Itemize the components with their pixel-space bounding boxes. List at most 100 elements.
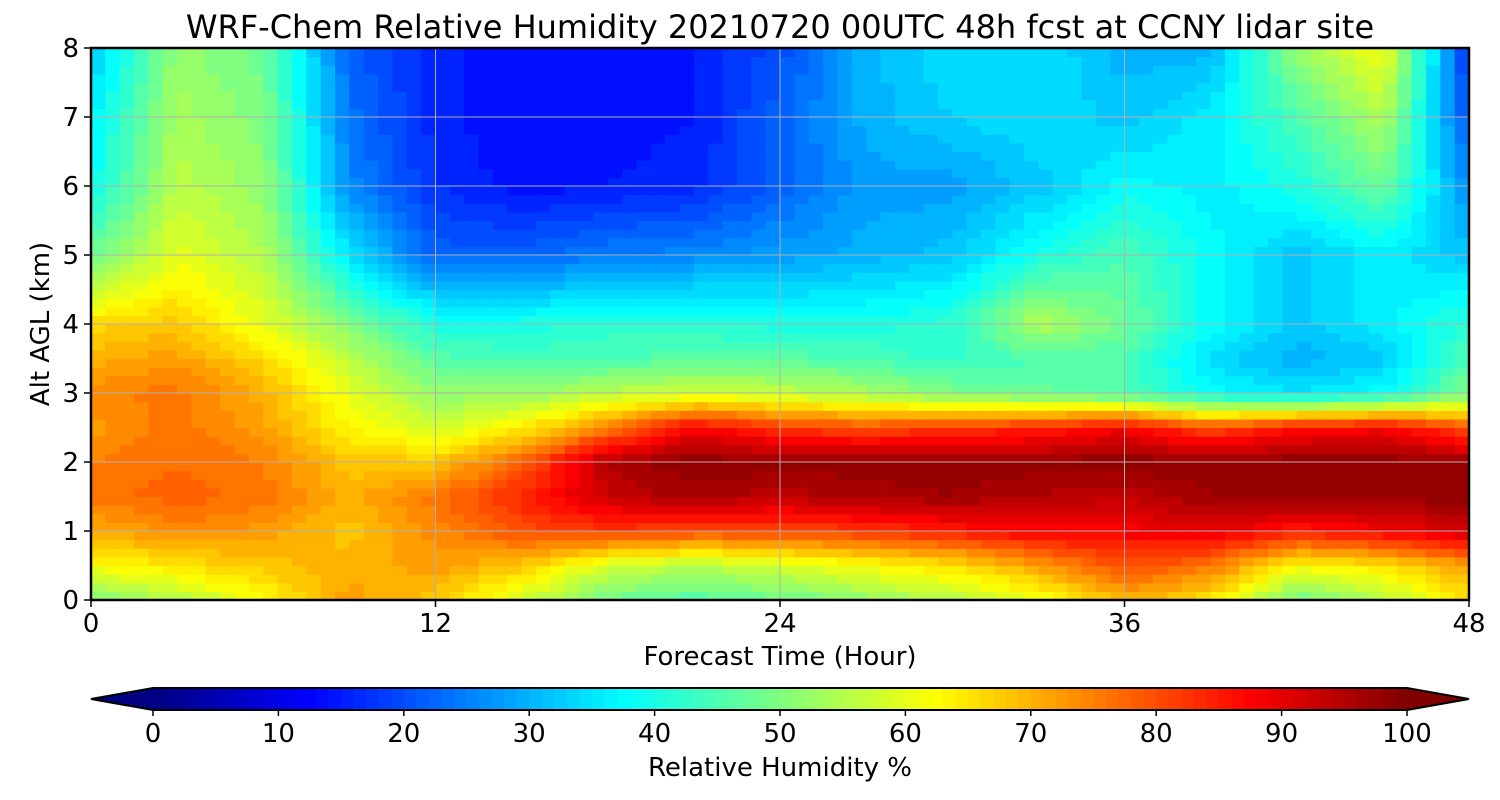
heatmap-cell [751,522,767,532]
heatmap-cell [1095,565,1111,575]
heatmap-cell [650,513,666,523]
heatmap-cell [492,548,508,558]
heatmap-cell [1181,496,1197,506]
heatmap-cell [1153,384,1169,394]
heatmap-cell [1397,539,1413,549]
heatmap-cell [1239,186,1255,196]
heatmap-cell [248,393,264,403]
heatmap-cell [521,229,537,239]
heatmap-cell [1425,324,1441,334]
heatmap-cell [1397,246,1413,256]
heatmap-cell [995,548,1011,558]
heatmap-cell [736,280,752,291]
heatmap-cell [851,315,867,325]
heatmap-cell [449,358,465,368]
heatmap-cell [1339,384,1355,394]
heatmap-cell [1253,384,1269,394]
heatmap-cell [320,358,336,368]
heatmap-cell [1454,263,1469,273]
heatmap-cell [636,341,652,351]
heatmap-cell [248,298,264,308]
heatmap-cell [693,565,709,575]
heatmap-cell [320,401,336,411]
heatmap-cell [349,427,365,437]
heatmap-cell [736,375,752,385]
heatmap-cell [464,160,480,170]
heatmap-cell [435,367,451,377]
heatmap-cell [966,522,982,532]
heatmap-cell [134,349,150,360]
heatmap-cell [1425,349,1441,360]
heatmap-cell [823,470,839,480]
heatmap-cell [794,513,810,523]
heatmap-cell [291,436,307,446]
heatmap-cell [1425,177,1441,187]
heatmap-cell [650,531,666,541]
heatmap-cell [1024,203,1039,213]
heatmap-cell [1339,375,1355,385]
heatmap-cell [91,263,106,273]
heatmap-cell [823,393,839,403]
heatmap-cell [148,332,164,342]
heatmap-cell [492,358,508,368]
heatmap-cell [335,418,350,429]
heatmap-cell [1153,548,1169,558]
heatmap-cell [1095,367,1111,377]
heatmap-cell [91,341,106,351]
heatmap-cell [521,436,537,446]
heatmap-cell [1282,263,1298,273]
heatmap-cell [421,418,437,429]
heatmap-cell [363,591,379,600]
heatmap-cell [937,211,953,222]
heatmap-cell [665,565,681,575]
heatmap-cell [320,453,336,463]
heatmap-cell [1411,255,1427,265]
heatmap-cell [263,289,279,299]
heatmap-cell [650,177,666,187]
heatmap-cell [1253,151,1269,161]
heatmap-cell [1095,582,1111,592]
heatmap-cell [1038,246,1054,256]
heatmap-cell [937,401,953,411]
heatmap-cell [1454,298,1469,308]
heatmap-cell [1110,548,1126,558]
heatmap-cell [1067,229,1083,239]
heatmap-cell [220,203,236,213]
heatmap-cell [1196,315,1212,325]
heatmap-cell [952,289,968,299]
heatmap-cell [134,375,150,385]
heatmap-cell [421,220,437,230]
heatmap-cell [823,332,839,342]
heatmap-cell [736,418,752,429]
heatmap-cell [708,496,724,506]
heatmap-cell [1038,410,1054,420]
heatmap-cell [291,186,307,196]
heatmap-cell [937,315,953,325]
heatmap-cell [1296,496,1312,506]
heatmap-cell [780,513,795,523]
heatmap-cell [105,220,121,230]
heatmap-cell [191,168,207,178]
heatmap-cell [1009,531,1025,541]
heatmap-cell [91,410,106,420]
heatmap-cell [248,324,264,334]
heatmap-cell [794,591,810,600]
heatmap-cell [966,539,982,549]
heatmap-cell [248,280,264,291]
heatmap-cell [191,427,207,437]
heatmap-cell [1181,298,1197,308]
heatmap-cell [708,436,724,446]
heatmap-cell [564,324,580,334]
heatmap-cell [1210,401,1226,411]
heatmap-cell [421,513,437,523]
heatmap-cell [1067,255,1083,265]
heatmap-cell [736,427,752,437]
heatmap-cell [291,401,307,411]
heatmap-cell [679,298,695,308]
heatmap-cell [1181,263,1197,273]
heatmap-cell [1440,168,1456,178]
heatmap-cell [1067,186,1083,196]
heatmap-cell [378,487,394,498]
heatmap-cell [1095,220,1111,230]
heatmap-cell [1296,531,1312,541]
